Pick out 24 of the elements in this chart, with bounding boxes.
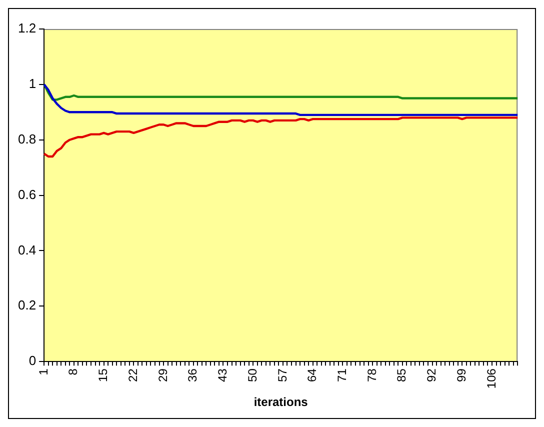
y-tick-label: 0.6 [18,186,36,202]
x-tick-label: 43 [216,368,230,382]
x-tick-label: 1 [36,368,50,376]
y-tick-label: 0 [28,353,36,368]
x-tick-label: 8 [66,368,80,376]
x-tick-label: 29 [156,368,170,382]
x-tick-label: 71 [335,368,350,382]
x-tick-label: 78 [364,368,379,382]
x-tick-label: 99 [454,368,468,382]
x-tick-label: 85 [394,368,409,382]
y-tick-label: 1 [28,76,36,92]
y-tick-label: 0.2 [18,298,36,313]
x-tick-label: 50 [245,368,260,382]
x-tick-label: 57 [275,368,290,382]
x-tick-label: 92 [424,368,439,382]
x-tick-label: 64 [305,368,320,382]
x-tick-label: 36 [186,368,200,382]
x-tick-label: 15 [96,368,110,382]
x-axis-title: iterations [254,395,308,410]
x-tick-label: 106 [484,368,498,389]
y-tick-label: 0.8 [18,131,36,146]
y-tick-label: 0.4 [18,242,36,258]
x-tick-label: 22 [126,368,140,382]
y-tick-label: 1.2 [18,20,36,36]
